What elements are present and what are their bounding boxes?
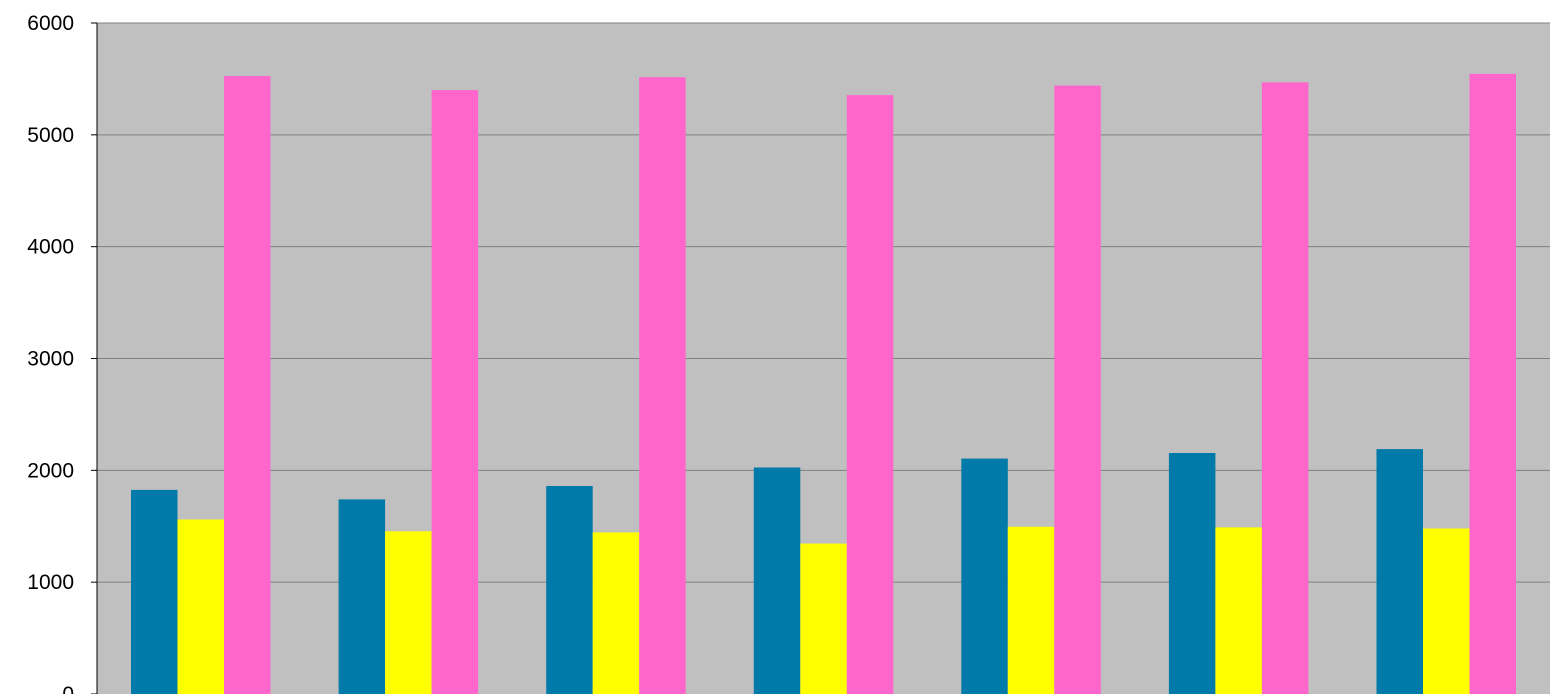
bar <box>1007 526 1055 694</box>
bar <box>961 458 1008 694</box>
bar <box>1423 528 1470 694</box>
bar <box>1168 453 1216 694</box>
bar <box>385 531 432 694</box>
y-tick-label: 4000 <box>27 236 74 259</box>
bar <box>800 543 847 694</box>
bar <box>753 467 801 694</box>
bar <box>846 95 894 694</box>
bar <box>592 532 640 694</box>
y-tick-label: 5000 <box>27 124 74 147</box>
bar <box>1469 73 1516 694</box>
bar <box>1054 85 1101 694</box>
y-tick-label: 1000 <box>27 571 74 594</box>
y-tick-label: 2000 <box>27 459 74 482</box>
bar <box>177 519 224 694</box>
bar <box>224 76 271 694</box>
bar <box>131 489 178 694</box>
bar <box>1376 449 1423 694</box>
bar <box>1261 82 1309 694</box>
bar <box>546 486 593 694</box>
y-tick-label: 6000 <box>27 12 74 35</box>
bar <box>1215 527 1262 694</box>
y-axis-tick-labels: 0 1000 2000 3000 4000 5000 6000 <box>27 12 74 694</box>
axes <box>91 22 98 694</box>
bar <box>431 90 479 694</box>
bar <box>338 499 386 694</box>
y-tick-label: 0 <box>62 683 74 694</box>
bar <box>639 77 686 694</box>
bars <box>131 73 1516 694</box>
y-tick-label: 3000 <box>27 348 74 371</box>
